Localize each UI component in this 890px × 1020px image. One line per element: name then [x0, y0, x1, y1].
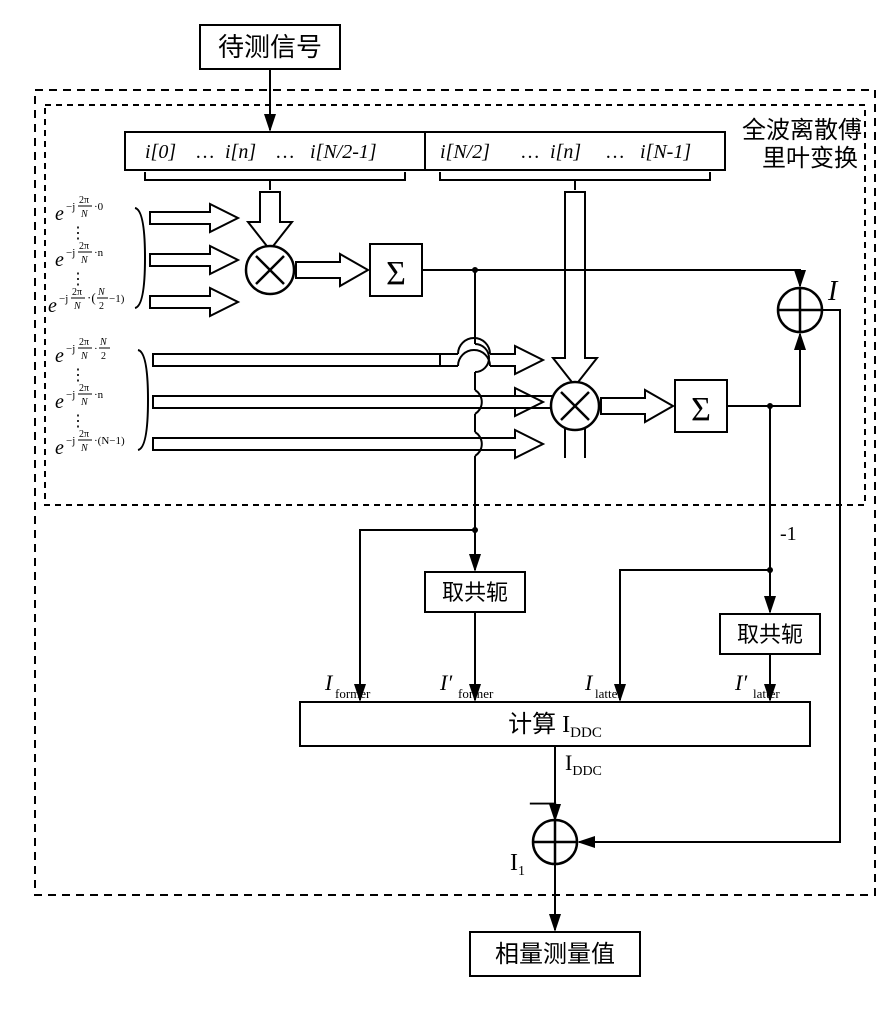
svg-text:·0: ·0 [94, 201, 104, 213]
diagram-root: 待测信号 全波离散傅 里叶变换 i[0] … i[n] … i[N/2-1] i… [10, 10, 890, 1010]
svg-text:i[n]: i[n] [550, 141, 581, 163]
svg-text:N: N [80, 255, 89, 266]
svg-text:2: 2 [101, 351, 106, 362]
harrow-exp1-mid [150, 246, 238, 274]
svg-text:N: N [80, 397, 89, 408]
svg-text:·(: ·( [87, 290, 96, 305]
svg-text:I: I [584, 670, 594, 695]
svg-text:2π: 2π [72, 287, 82, 298]
svg-text:e: e [48, 295, 57, 317]
svg-text:−j: −j [59, 293, 68, 305]
svg-text:N: N [80, 351, 89, 362]
svg-text:…: … [195, 141, 215, 163]
svg-text:2π: 2π [79, 337, 89, 348]
minus-sign: — [529, 787, 557, 816]
svg-text:−j: −j [66, 389, 75, 401]
svg-text:e: e [55, 203, 64, 225]
svg-text:N: N [97, 287, 106, 298]
svg-text:N: N [80, 443, 89, 454]
label-I1: I1 [510, 850, 525, 879]
svg-text:former: former [335, 686, 371, 701]
svg-text:2π: 2π [79, 383, 89, 394]
calc-input-labels: I former I′ former I latter I′ latter [324, 670, 780, 701]
svg-text:⋮: ⋮ [70, 225, 86, 242]
svg-text:latter: latter [595, 686, 622, 701]
svg-text:−j: −j [66, 435, 75, 447]
bracket-right [440, 172, 710, 190]
dft-title-2: 里叶变换 [762, 145, 858, 172]
svg-text:−j: −j [66, 343, 75, 355]
svg-text:i[n]: i[n] [225, 141, 256, 163]
svg-text:⋮: ⋮ [70, 413, 86, 430]
svg-text:·n: ·n [94, 389, 104, 401]
svg-text:·n: ·n [94, 247, 104, 259]
svg-text:-1: -1 [780, 523, 797, 545]
svg-text:Σ: Σ [386, 255, 406, 292]
svg-text:−j: −j [66, 247, 75, 259]
svg-text:2: 2 [99, 301, 104, 312]
svg-text:N: N [73, 301, 82, 312]
svg-text:N: N [99, 337, 108, 348]
harrows-exp2 [153, 338, 543, 458]
result-label: 相量测量值 [495, 941, 615, 968]
svg-text:i[N-1]: i[N-1] [640, 141, 691, 163]
svg-text:·: · [94, 343, 98, 355]
svg-text:…: … [520, 141, 540, 163]
svg-text:latter: latter [753, 686, 780, 701]
arrow-sum1-adderI [422, 270, 800, 286]
svg-text:取共轭: 取共轭 [442, 580, 508, 605]
svg-text:⋮: ⋮ [70, 367, 86, 384]
hollow-arrow-samples-left [248, 192, 292, 250]
svg-text:i[N/2-1]: i[N/2-1] [310, 141, 377, 163]
svg-text:N: N [80, 209, 89, 220]
svg-text:I′: I′ [439, 670, 453, 695]
svg-text:former: former [458, 686, 494, 701]
svg-text:−j: −j [66, 201, 75, 213]
svg-text:取共轭: 取共轭 [737, 622, 803, 647]
label-I: I [827, 276, 839, 307]
svg-text:…: … [275, 141, 295, 163]
harrow-mult1-sum1 [296, 254, 368, 286]
arrow-sum2-adderI [727, 334, 800, 406]
harrow-exp1-bot [150, 288, 238, 316]
svg-text:I′: I′ [734, 670, 748, 695]
outer-container [35, 90, 875, 895]
exp-block-1: e −j 2π N ·0 ⋮ e −j 2π N ·n ⋮ e −j 2π N … [48, 195, 145, 317]
branch-sum1-down [360, 267, 489, 700]
svg-text:e: e [55, 249, 64, 271]
svg-text:2π: 2π [79, 429, 89, 440]
bracket-left [145, 172, 405, 190]
exp-block-2: e −j 2π N · N 2 ⋮ e −j 2π N ·n ⋮ e −j 2π… [55, 337, 148, 459]
svg-text:e: e [55, 345, 64, 367]
svg-text:2π: 2π [79, 241, 89, 252]
dft-title-1: 全波离散傅 [742, 117, 862, 144]
svg-text:Σ: Σ [691, 391, 711, 428]
svg-text:−1): −1) [109, 293, 125, 305]
label-Iddc: IDDC [565, 750, 602, 779]
svg-text:i[N/2]: i[N/2] [440, 141, 490, 163]
sample-array: i[0] … i[n] … i[N/2-1] i[N/2] … i[n] … i… [125, 132, 725, 170]
harrow-exp1-top [150, 204, 238, 232]
svg-text:2π: 2π [79, 195, 89, 206]
svg-text:⋮: ⋮ [70, 271, 86, 288]
input-label: 待测信号 [218, 33, 322, 62]
svg-text:i[0]: i[0] [145, 141, 176, 163]
svg-text:e: e [55, 437, 64, 459]
svg-text:e: e [55, 391, 64, 413]
harrow-mult2-sum2 [601, 390, 673, 422]
svg-text:·(N−1): ·(N−1) [94, 435, 125, 447]
svg-text:…: … [605, 141, 625, 163]
hollow-arrow-samples-right [553, 192, 597, 386]
svg-text:I: I [324, 670, 334, 695]
